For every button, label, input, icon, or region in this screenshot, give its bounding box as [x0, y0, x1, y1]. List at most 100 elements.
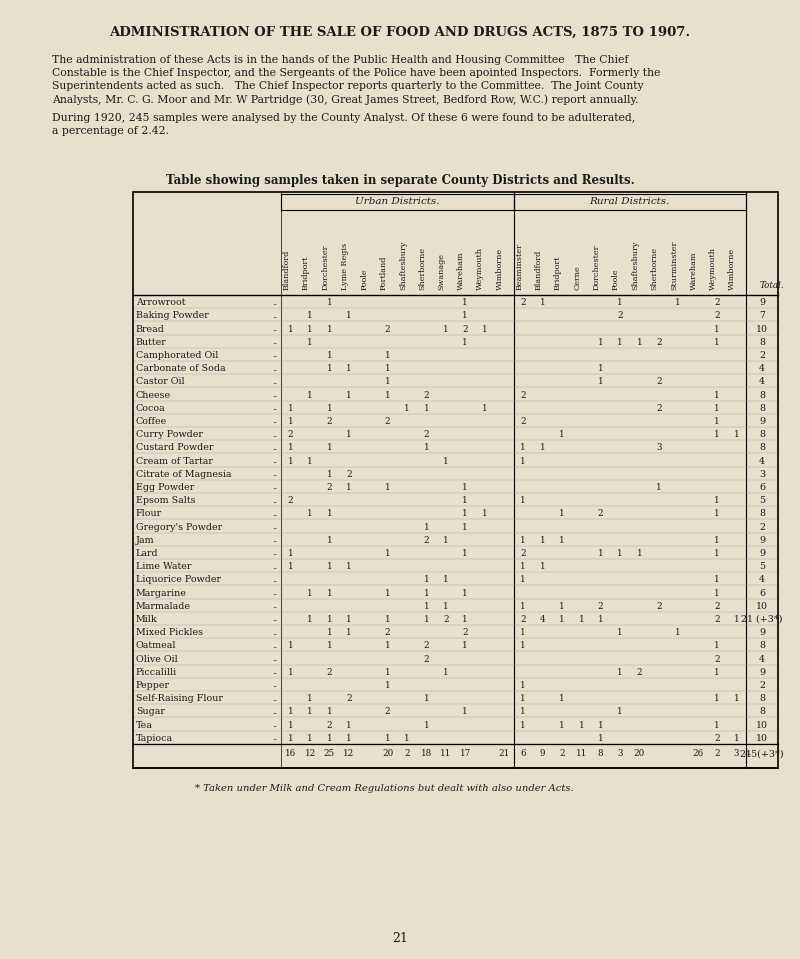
- Text: 1: 1: [443, 324, 449, 334]
- Text: 16: 16: [285, 749, 296, 759]
- Text: 1: 1: [578, 720, 584, 730]
- Text: 11: 11: [576, 749, 587, 759]
- Text: 1: 1: [443, 575, 449, 584]
- Text: 20: 20: [382, 749, 393, 759]
- Text: ..: ..: [272, 351, 277, 360]
- Text: 1: 1: [559, 601, 565, 611]
- Text: 1: 1: [326, 642, 332, 650]
- Text: 1: 1: [307, 734, 313, 743]
- Text: 1: 1: [675, 298, 681, 307]
- Text: Poole: Poole: [360, 269, 368, 290]
- Text: 1: 1: [326, 589, 332, 597]
- Text: 2: 2: [618, 312, 623, 320]
- Text: 2: 2: [326, 720, 332, 730]
- Text: 1: 1: [423, 589, 429, 597]
- Text: 4: 4: [759, 575, 765, 584]
- Text: 1: 1: [559, 536, 565, 545]
- Text: 1: 1: [326, 734, 332, 743]
- Text: 1: 1: [714, 496, 720, 505]
- Text: 1: 1: [288, 404, 294, 412]
- Text: 9: 9: [759, 549, 765, 558]
- Text: 1: 1: [714, 404, 720, 412]
- Text: 1: 1: [714, 536, 720, 545]
- Text: 2: 2: [759, 351, 765, 360]
- Text: ..: ..: [272, 708, 277, 715]
- Text: ..: ..: [272, 550, 277, 557]
- Text: 2: 2: [759, 523, 765, 531]
- Text: Baking Powder: Baking Powder: [136, 312, 209, 320]
- Text: 1: 1: [326, 708, 332, 716]
- Text: 1: 1: [326, 298, 332, 307]
- Text: ..: ..: [272, 563, 277, 571]
- Text: 2: 2: [714, 734, 720, 743]
- Text: Shaftesbury: Shaftesbury: [631, 241, 639, 290]
- Text: 1: 1: [346, 364, 352, 373]
- Text: Coffee: Coffee: [136, 417, 167, 426]
- Text: 8: 8: [759, 404, 765, 412]
- Text: 1: 1: [326, 628, 332, 637]
- Text: 2: 2: [714, 655, 720, 664]
- Text: 1: 1: [307, 589, 313, 597]
- Text: 1: 1: [307, 324, 313, 334]
- Text: 1: 1: [326, 404, 332, 412]
- Text: 1: 1: [307, 708, 313, 716]
- Text: 2: 2: [656, 404, 662, 412]
- Text: During 1920, 245 samples were analysed by the County Analyst. Of these 6 were fo: During 1920, 245 samples were analysed b…: [52, 113, 635, 123]
- Text: ..: ..: [272, 523, 277, 531]
- Text: 12: 12: [305, 749, 316, 759]
- Text: 1: 1: [578, 615, 584, 624]
- Text: ..: ..: [272, 575, 277, 584]
- Text: 2: 2: [598, 509, 603, 519]
- Text: 1: 1: [326, 536, 332, 545]
- Text: 1: 1: [462, 642, 468, 650]
- Text: 1: 1: [385, 615, 390, 624]
- Text: Cerne: Cerne: [574, 266, 582, 290]
- Text: 1: 1: [520, 443, 526, 453]
- Text: 12: 12: [343, 749, 354, 759]
- Text: 2: 2: [385, 628, 390, 637]
- Text: 3: 3: [656, 443, 662, 453]
- Text: 1: 1: [462, 298, 468, 307]
- Text: 8: 8: [759, 431, 765, 439]
- Text: 2: 2: [714, 298, 720, 307]
- Text: 1: 1: [326, 615, 332, 624]
- Text: 1: 1: [307, 338, 313, 347]
- Text: 1: 1: [734, 694, 739, 703]
- Text: ..: ..: [272, 589, 277, 597]
- Text: 1: 1: [482, 509, 487, 519]
- Text: 1: 1: [714, 575, 720, 584]
- Text: 21 (+3*): 21 (+3*): [742, 615, 782, 624]
- Text: 1: 1: [520, 708, 526, 716]
- Text: 1: 1: [598, 338, 603, 347]
- Text: 1: 1: [520, 642, 526, 650]
- Text: 2: 2: [288, 496, 294, 505]
- Text: 1: 1: [618, 549, 623, 558]
- Text: 2: 2: [559, 749, 565, 759]
- Text: 1: 1: [307, 694, 313, 703]
- Text: 1: 1: [346, 312, 352, 320]
- Text: 1: 1: [618, 708, 623, 716]
- Text: 245(+3*): 245(+3*): [740, 749, 784, 759]
- Text: Weymouth: Weymouth: [709, 247, 717, 290]
- Text: 1: 1: [462, 338, 468, 347]
- Text: The administration of these Acts is in the hands of the Public Health and Housin: The administration of these Acts is in t…: [52, 55, 629, 65]
- Text: 1: 1: [618, 667, 623, 677]
- Text: 1: 1: [423, 523, 429, 531]
- Text: 1: 1: [520, 562, 526, 572]
- Text: 1: 1: [346, 720, 352, 730]
- Text: 2: 2: [326, 417, 332, 426]
- Text: 1: 1: [734, 734, 739, 743]
- Text: Carbonate of Soda: Carbonate of Soda: [136, 364, 226, 373]
- Text: 2: 2: [714, 615, 720, 624]
- Text: Lime Water: Lime Water: [136, 562, 191, 572]
- Text: 5: 5: [759, 562, 765, 572]
- Text: 1: 1: [385, 589, 390, 597]
- Text: 1: 1: [326, 364, 332, 373]
- Text: 2: 2: [462, 628, 468, 637]
- Text: a percentage of 2.42.: a percentage of 2.42.: [52, 126, 169, 136]
- Text: ..: ..: [272, 391, 277, 399]
- Text: 9: 9: [759, 667, 765, 677]
- Text: 1: 1: [307, 456, 313, 465]
- Text: ..: ..: [272, 668, 277, 676]
- Text: 2: 2: [714, 749, 720, 759]
